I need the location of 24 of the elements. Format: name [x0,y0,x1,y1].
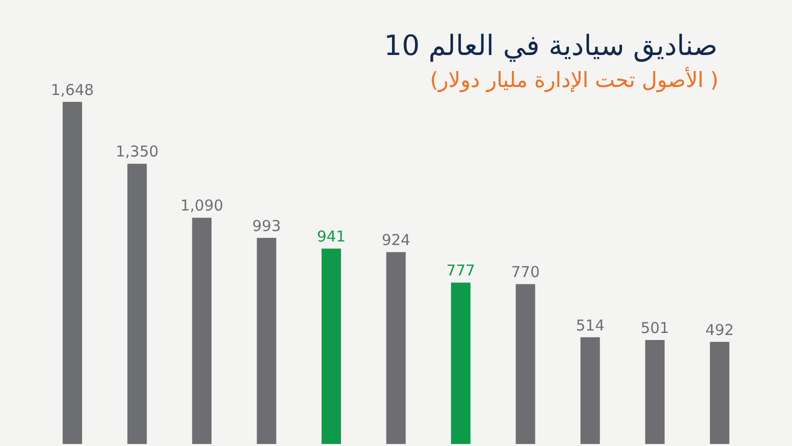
bar [192,218,212,444]
bar [62,102,82,444]
bar [386,252,406,444]
data-label: 777 [446,262,476,280]
bar [710,342,730,444]
data-label: 1,350 [116,142,159,161]
bar [580,337,600,444]
data-label: 770 [511,263,540,282]
chart-subtitle: (الأصول تحت الإدارة مليار دولار ) [430,66,718,93]
bar [127,164,147,444]
data-label: 492 [705,320,734,339]
data-label: 1,090 [180,196,224,215]
bar [322,248,341,444]
data-label: 501 [640,318,670,337]
data-label: 1,648 [50,80,94,99]
chart-title: 10 صناديق سيادية في العالم [384,29,718,62]
bar [451,282,470,444]
data-label: 993 [252,216,281,235]
bar [256,238,276,444]
data-label: 941 [316,228,346,246]
data-label: 514 [576,316,604,334]
data-label: 924 [382,231,410,250]
bar [645,340,665,444]
bar [516,284,536,444]
